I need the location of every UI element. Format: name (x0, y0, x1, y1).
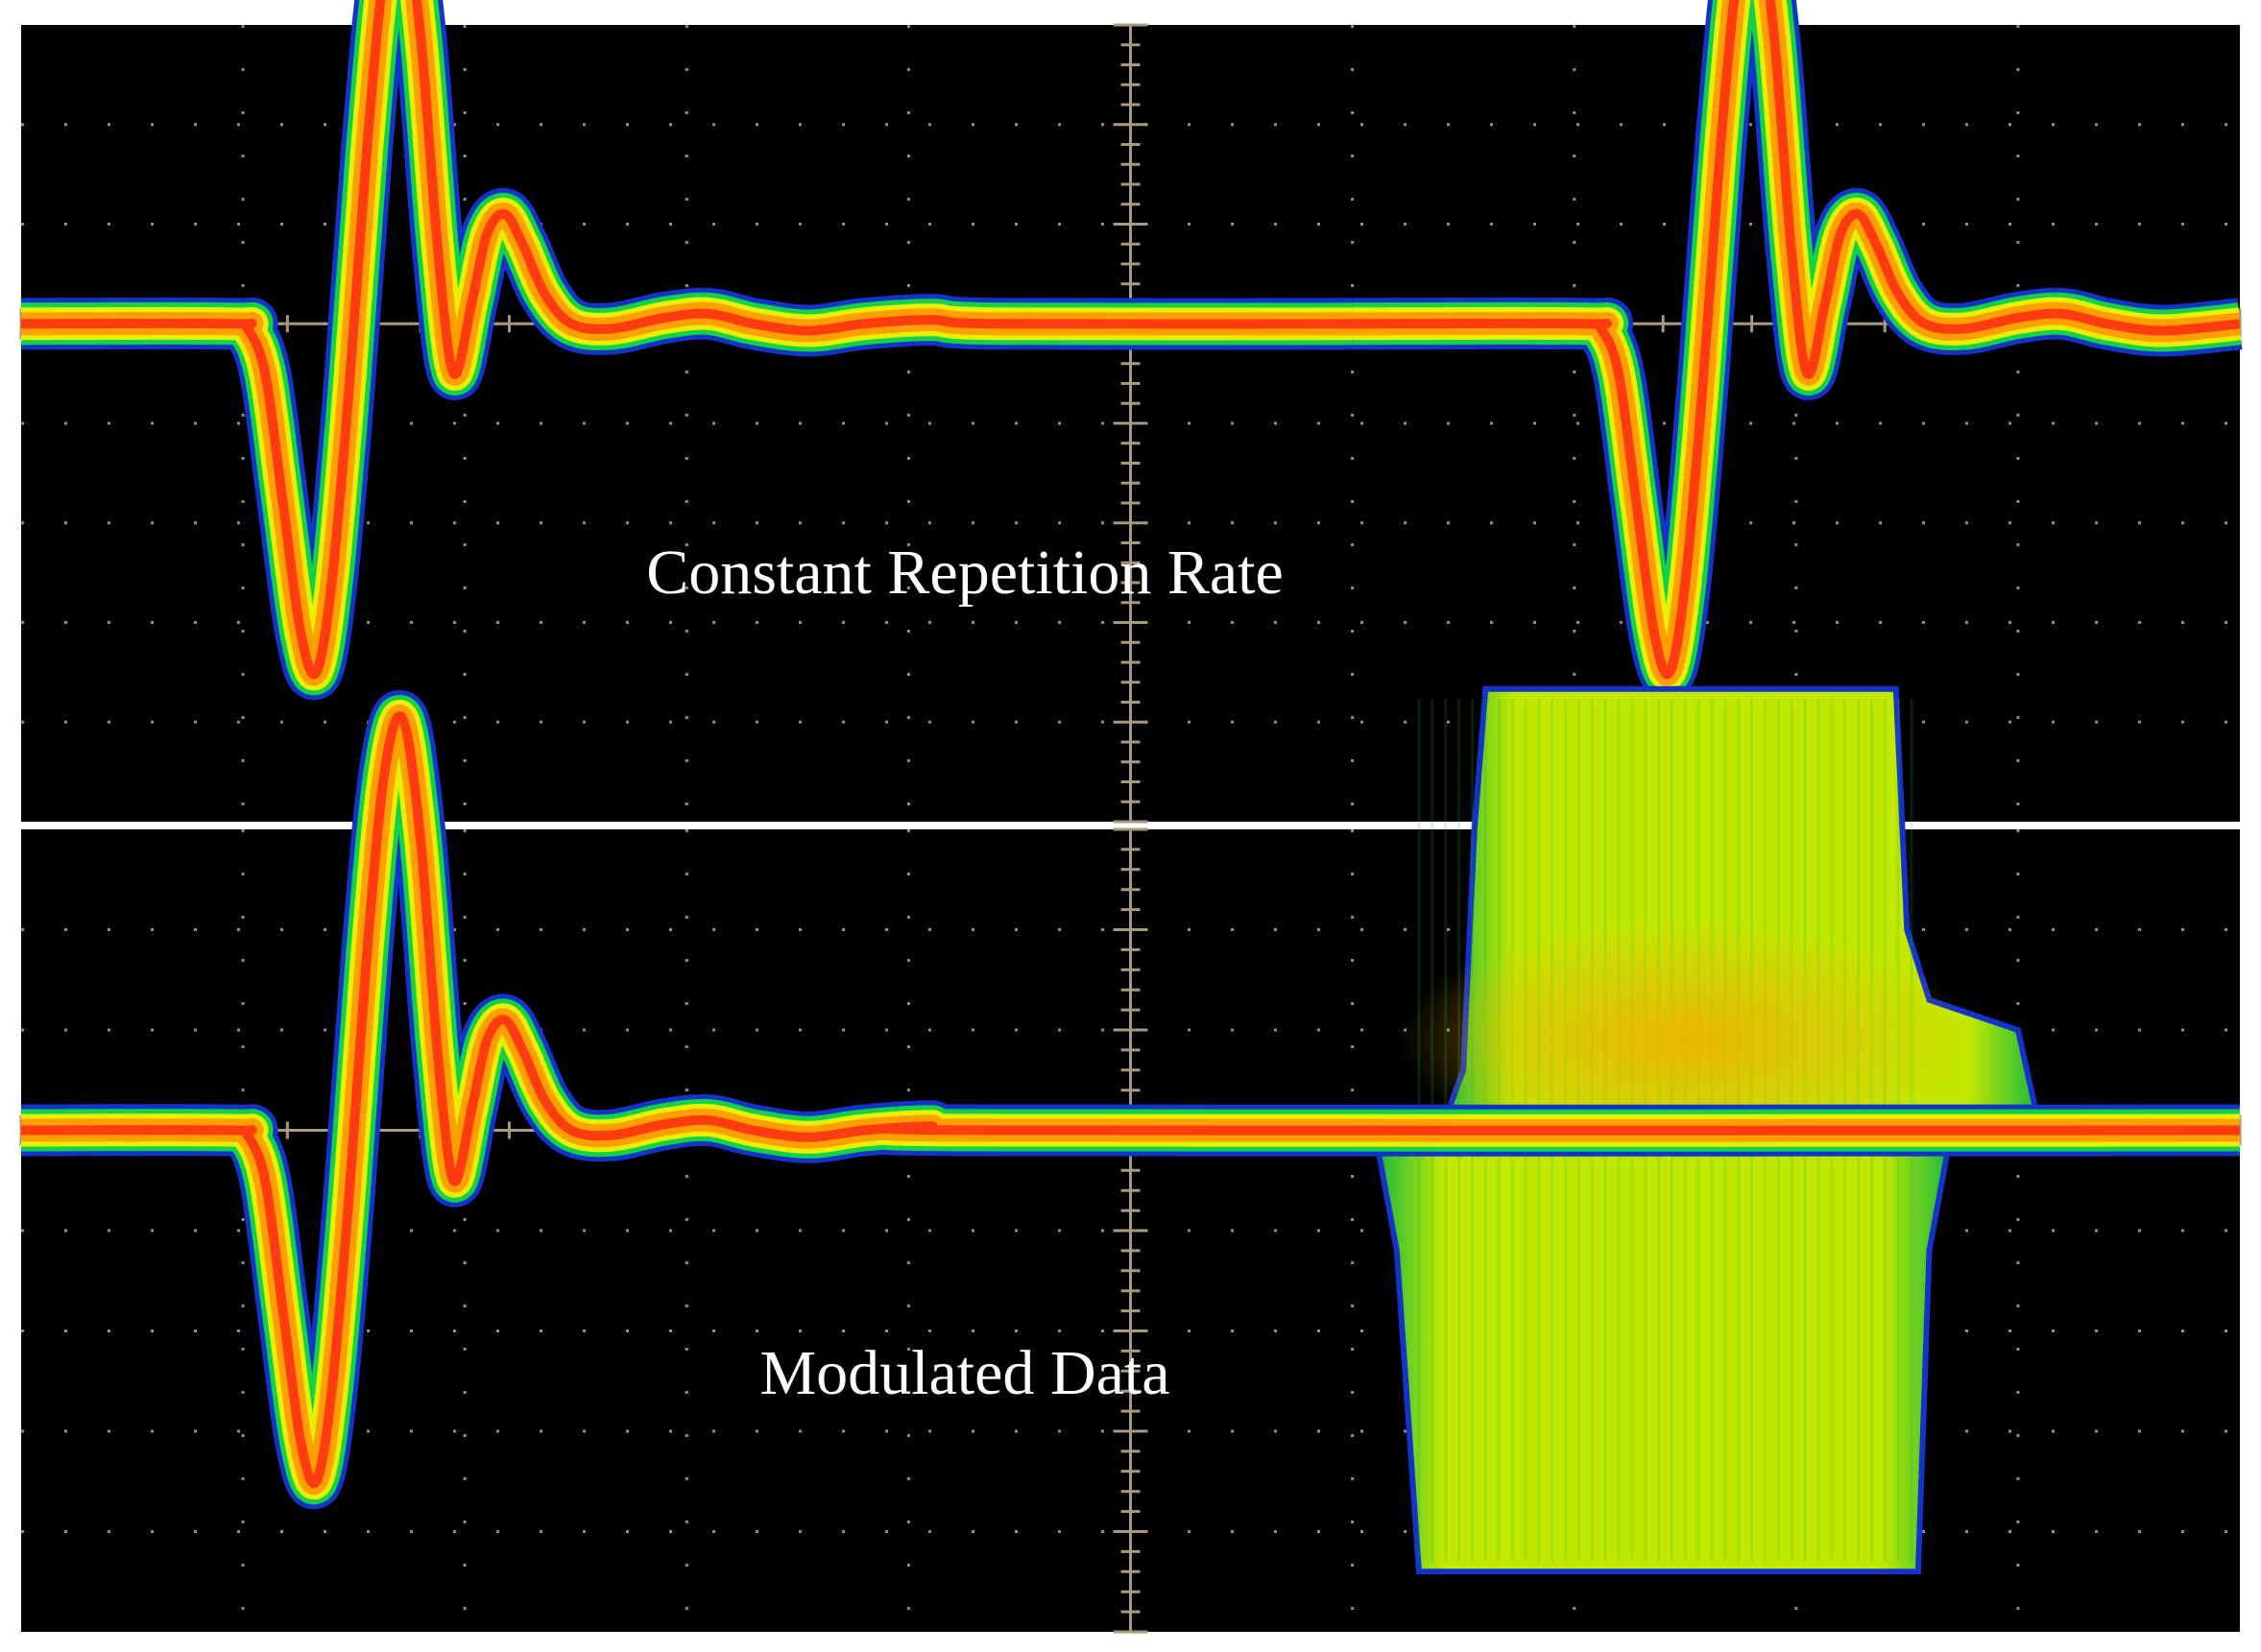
burst-layer (1371, 685, 2044, 1575)
traces-top (20, 0, 2243, 701)
pulse-1-trace-core (20, 711, 2241, 1489)
caption-constant-repetition-rate: Constant Repetition Rate (646, 538, 1284, 608)
panel-constant-repetition-rate: Constant Repetition Rate (19, 0, 2243, 824)
pulse-1-trace-core (20, 0, 1353, 680)
traces-bottom (20, 690, 2241, 1510)
burst-lower (1371, 1127, 1956, 1575)
panel-modulated-data: Modulated Data (19, 685, 2242, 1634)
pulse-2-trace-core (1352, 0, 2241, 680)
burst-hot-zone (1396, 920, 1974, 1161)
caption-modulated-data: Modulated Data (759, 1338, 1169, 1408)
